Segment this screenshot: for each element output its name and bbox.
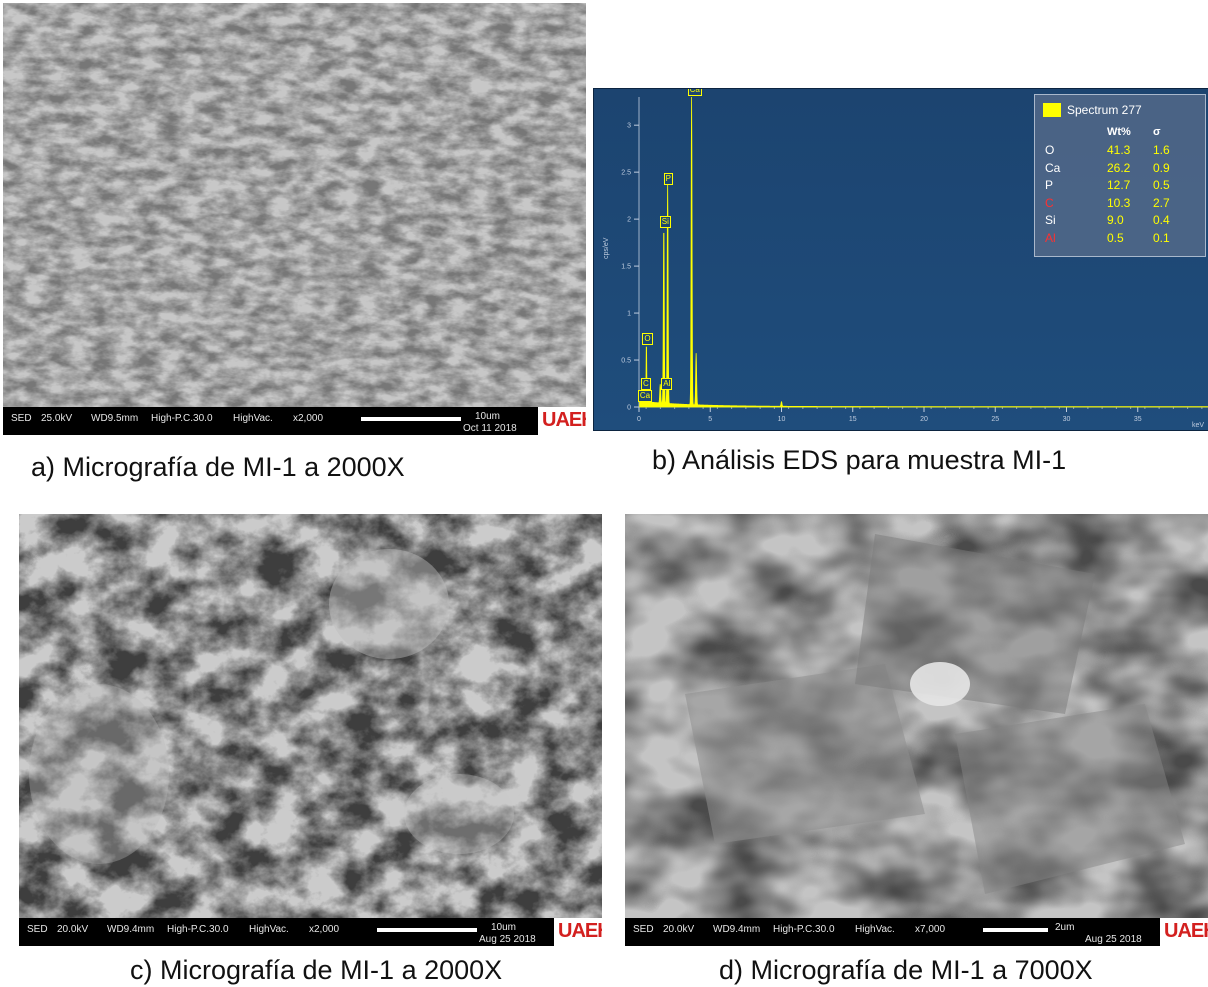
legend-element: O <box>1045 143 1055 157</box>
uaeh-logo-text: UAEH <box>558 920 602 942</box>
scale-bar <box>361 417 461 421</box>
caption-d: d) Micrografía de MI-1 a 7000X <box>719 955 1093 985</box>
y-tick-label: 0 <box>627 405 631 412</box>
legend-sigma-value: 1.6 <box>1153 143 1170 157</box>
y-tick-label: 0.5 <box>621 358 631 365</box>
wd-label: WD9.5mm <box>91 413 139 424</box>
sem-mode-label: SED <box>633 924 654 935</box>
legend-element: Al <box>1045 230 1056 245</box>
legend-element: Ca <box>1045 160 1061 175</box>
mag-label: x7,000 <box>915 924 946 935</box>
scale-bar <box>983 928 1048 932</box>
y-tick-label: 2.5 <box>621 170 631 177</box>
legend-sigma-value: 2.7 <box>1153 195 1170 210</box>
peak-label: O <box>642 332 653 345</box>
y-tick-label: 2 <box>627 217 631 224</box>
eds-ylabel: cps/eV <box>603 237 610 259</box>
x-tick-label: 25 <box>991 416 999 423</box>
legend-col-wt: Wt% <box>1107 126 1131 138</box>
caption-b: b) Análisis EDS para muestra MI-1 <box>652 445 1067 475</box>
date-label: Oct 11 2018 <box>463 423 517 434</box>
vac-label: HighVac. <box>233 413 273 424</box>
pc-label: High-P.C.30.0 <box>773 924 835 935</box>
x-tick-label: 15 <box>849 416 857 423</box>
peak-label: P <box>663 173 673 186</box>
micrograph-a-image <box>3 3 586 435</box>
legend-wt-value: 0.5 <box>1107 230 1124 245</box>
eds-xunit: keV <box>1192 422 1204 429</box>
sem-mode-label: SED <box>11 413 32 424</box>
x-tick-label: 5 <box>708 416 712 423</box>
micrograph-d: SED 20.0kV WD9.4mm High-P.C.30.0 HighVac… <box>625 514 1208 946</box>
micrograph-c: SED 20.0kV WD9.4mm High-P.C.30.0 HighVac… <box>19 514 602 946</box>
legend-sigma-value: 0.4 <box>1153 213 1170 227</box>
legend-element: P <box>1045 178 1054 192</box>
eds-legend: Spectrum 277 Wt% σ O 41.3 1.6 Ca 26.2 0.9 P 12.… <box>1034 94 1206 257</box>
date-label: Aug 25 2018 <box>1085 934 1142 945</box>
y-tick-label: 1 <box>627 311 631 318</box>
eds-spectrum: 0 5 10 15 20 25 30 35 0 0.5 1 1.5 2 2.5 3 cps/eV keV C… <box>593 88 1208 431</box>
legend-col-sigma: σ <box>1153 126 1161 138</box>
peak-label: Ca <box>637 389 653 402</box>
uaeh-logo: UAEH <box>538 407 586 435</box>
pc-label: High-P.C.30.0 <box>151 413 213 424</box>
legend-wt-value: 9.0 <box>1107 213 1124 227</box>
y-tick-label: 3 <box>627 123 631 130</box>
peak-label: Al <box>661 378 673 391</box>
legend-sigma-value: 0.9 <box>1153 160 1170 175</box>
pc-label: High-P.C.30.0 <box>167 924 229 935</box>
x-tick-label: 10 <box>778 416 786 423</box>
infobar-a: SED 25.0kV WD9.5mm High-P.C.30.0 HighVac… <box>3 407 586 435</box>
legend-wt-value: 10.3 <box>1107 195 1131 210</box>
wd-label: WD9.4mm <box>713 924 761 935</box>
scale-label: 2um <box>1055 922 1075 933</box>
uaeh-logo-text: UAEH <box>1164 920 1208 942</box>
micrograph-a: SED 25.0kV WD9.5mm High-P.C.30.0 HighVac… <box>3 3 586 435</box>
caption-a: a) Micrografía de MI-1 a 2000X <box>31 452 405 482</box>
uaeh-logo: UAEH <box>1160 918 1208 946</box>
x-tick-label: 0 <box>637 416 641 423</box>
infobar-d: SED 20.0kV WD9.4mm High-P.C.30.0 HighVac… <box>625 918 1208 946</box>
kv-label: 25.0kV <box>41 413 73 424</box>
x-tick-label: 35 <box>1134 416 1142 423</box>
vac-label: HighVac. <box>855 924 895 935</box>
scale-bar <box>377 928 477 932</box>
mag-label: x2,000 <box>293 413 324 424</box>
legend-wt-value: 26.2 <box>1107 160 1131 175</box>
kv-label: 20.0kV <box>57 924 89 935</box>
legend-title: Spectrum 277 <box>1067 103 1142 117</box>
legend-swatch <box>1043 103 1061 117</box>
legend-element: Si <box>1045 213 1056 227</box>
micrograph-c-image <box>19 514 602 946</box>
legend-sigma-value: 0.1 <box>1153 230 1170 245</box>
caption-c: c) Micrografía de MI-1 a 2000X <box>130 955 503 985</box>
legend-wt-value: 12.7 <box>1107 178 1131 192</box>
kv-label: 20.0kV <box>663 924 695 935</box>
mag-label: x2,000 <box>309 924 340 935</box>
wd-label: WD9.4mm <box>107 924 155 935</box>
x-tick-label: 30 <box>1063 416 1071 423</box>
y-tick-label: 1.5 <box>621 264 631 271</box>
legend-wt-value: 41.3 <box>1107 143 1131 157</box>
micrograph-d-image <box>625 514 1208 946</box>
uaeh-logo-text: UAEH <box>542 409 586 431</box>
sem-mode-label: SED <box>27 924 48 935</box>
legend-element: C <box>1045 195 1054 210</box>
peak-label: Ca <box>687 89 702 96</box>
scale-label: 10um <box>491 922 517 933</box>
peak-label: Si <box>659 215 671 228</box>
x-tick-label: 20 <box>920 416 928 423</box>
scale-label: 10um <box>475 411 501 422</box>
vac-label: HighVac. <box>249 924 289 935</box>
legend-sigma-value: 0.5 <box>1153 178 1170 192</box>
peak-label: C <box>640 377 651 390</box>
date-label: Aug 25 2018 <box>479 934 536 945</box>
uaeh-logo: UAEH <box>554 918 602 946</box>
spectrum-series <box>639 96 1208 408</box>
infobar-c: SED 20.0kV WD9.4mm High-P.C.30.0 HighVac… <box>19 918 602 946</box>
